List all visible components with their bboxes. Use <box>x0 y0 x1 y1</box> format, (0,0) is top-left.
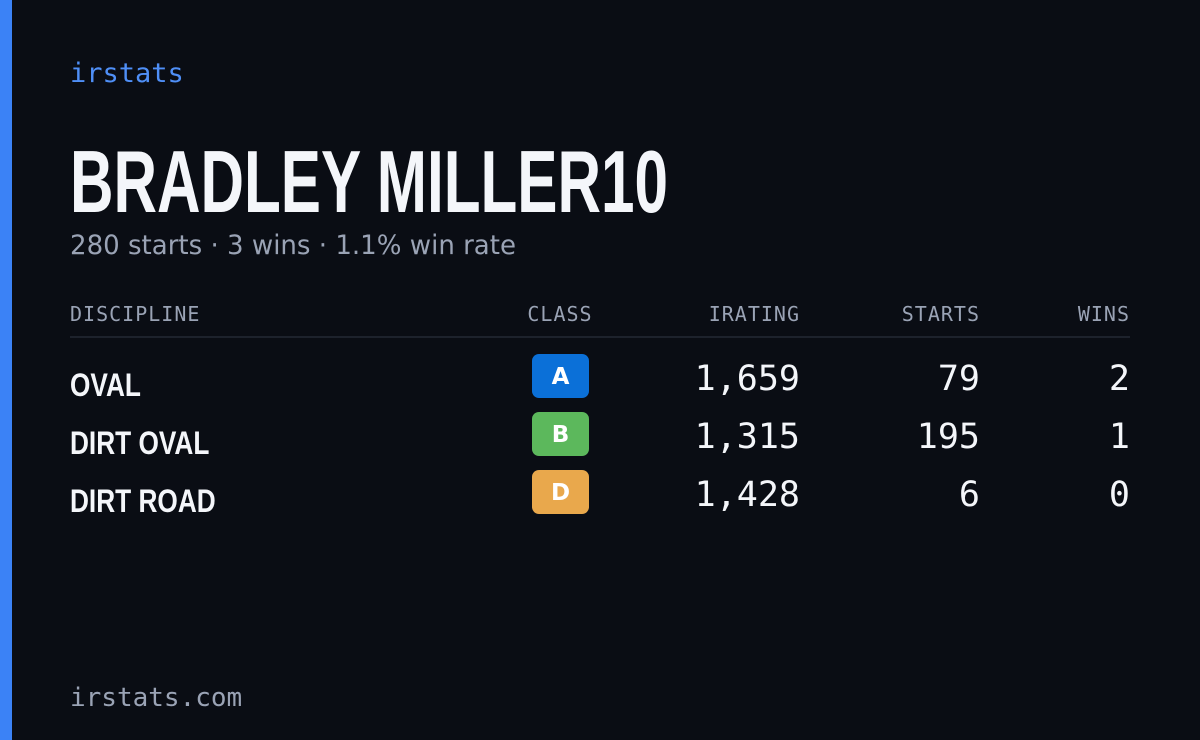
discipline: DIRT ROAD <box>70 485 216 520</box>
irating: 1,428 <box>695 475 800 515</box>
class-badge <box>532 412 589 456</box>
discipline: OVAL <box>70 369 141 404</box>
starts: 79 <box>938 359 980 399</box>
title: BRADLEY MILLER10 <box>70 132 668 231</box>
column-header: STARTS <box>902 302 980 326</box>
starts: 6 <box>959 475 980 515</box>
brand: irstats <box>70 58 184 89</box>
class-badge <box>532 470 589 514</box>
table-row: OVAL A 1,659 79 2 <box>70 354 1130 404</box>
column-header: CLASS <box>527 302 592 326</box>
irating: 1,659 <box>695 359 800 399</box>
column-header: WINS <box>1078 302 1130 326</box>
class-letter: D <box>551 480 570 506</box>
discipline: DIRT OVAL <box>70 427 209 462</box>
footer: irstats.com <box>70 683 242 713</box>
class-letter: B <box>552 422 570 448</box>
wins: 1 <box>1109 417 1130 457</box>
table-row: DIRT OVAL B 1,315 195 1 <box>70 412 1130 462</box>
wins: 0 <box>1109 475 1130 515</box>
column-header: IRATING <box>709 302 800 326</box>
class-badge <box>532 354 589 398</box>
column-header: DISCIPLINE <box>70 302 200 326</box>
accent-bar <box>0 0 12 740</box>
subtitle: 280 starts · 3 wins · 1.1% win rate <box>70 230 516 261</box>
starts: 195 <box>917 417 980 457</box>
irating: 1,315 <box>695 417 800 457</box>
table-row: DIRT ROAD D 1,428 6 0 <box>70 470 1130 520</box>
stats-table: DISCIPLINE CLASS IRATING STARTS WINS OVA… <box>70 302 1130 520</box>
class-letter: A <box>552 364 570 390</box>
wins: 2 <box>1109 359 1130 399</box>
